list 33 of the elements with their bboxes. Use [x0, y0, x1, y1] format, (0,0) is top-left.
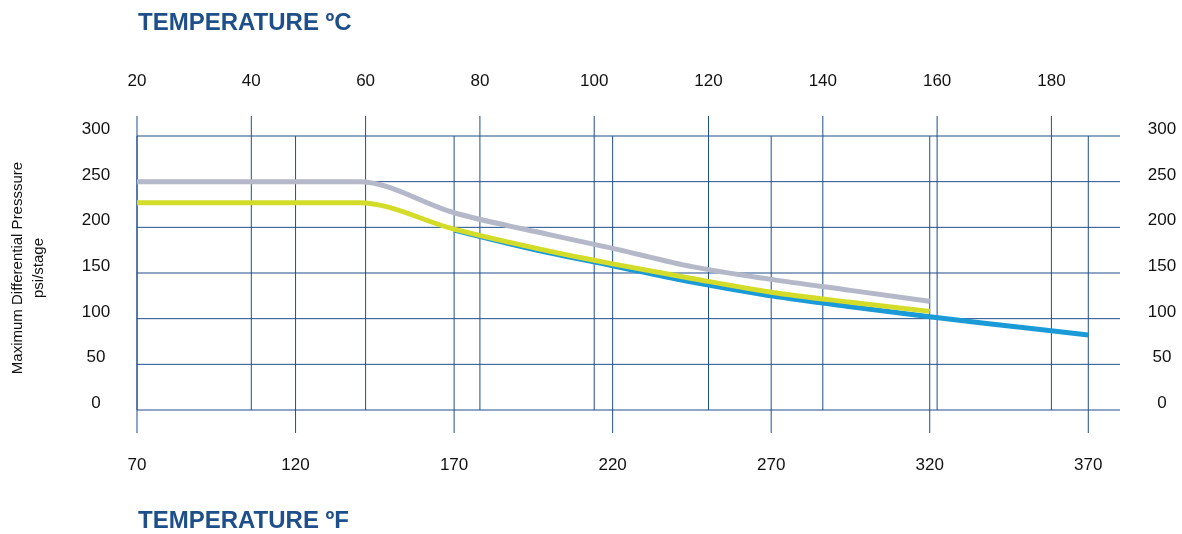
x2-axis-title: TEMPERATURE ºC — [138, 8, 352, 35]
y2-tick-label: 150 — [1147, 256, 1177, 275]
y2-tick-label: 250 — [1147, 164, 1177, 184]
x2-tick-label: 100 — [580, 71, 609, 90]
y-tick-label: 300 — [81, 119, 111, 138]
x2-tick-label: 140 — [808, 71, 837, 90]
x-axis-title: TEMPERATURE ºF — [138, 506, 349, 533]
y-tick-label: 150 — [81, 256, 111, 275]
x2-tick-label: 180 — [1037, 71, 1066, 90]
x2-tick-label: 80 — [470, 71, 490, 90]
y2-tick-label: 200 — [1147, 210, 1177, 230]
x-tick-label: 220 — [598, 455, 627, 474]
x-tick-label: 170 — [439, 455, 469, 474]
y2-tick-label: 300 — [1147, 119, 1177, 138]
x-tick-label: 70 — [127, 455, 147, 474]
y-tick-label: 200 — [81, 210, 111, 230]
y-tick-label: 250 — [81, 164, 111, 184]
x-tick-label: 270 — [757, 455, 786, 474]
y2-tick-label: 0 — [1157, 393, 1167, 412]
x-tick-label: 370 — [1074, 455, 1103, 474]
x2-tick-label: 60 — [356, 71, 376, 90]
y2-tick-label: 50 — [1152, 347, 1172, 367]
y2-tick-label: 100 — [1147, 301, 1177, 321]
y-tick-label: 0 — [91, 393, 101, 412]
x2-tick-label: 40 — [241, 71, 261, 90]
x2-tick-label: 160 — [922, 71, 952, 90]
x-tick-label: 120 — [281, 455, 310, 474]
y-tick-label: 50 — [86, 347, 106, 367]
x-tick-label: 320 — [915, 455, 944, 474]
y-axis-title: Maximum Differential Presssure psi/stage — [8, 161, 46, 375]
x2-tick-label: 120 — [694, 71, 723, 90]
x2-tick-label: 20 — [127, 71, 147, 90]
y-tick-label: 100 — [81, 301, 111, 321]
